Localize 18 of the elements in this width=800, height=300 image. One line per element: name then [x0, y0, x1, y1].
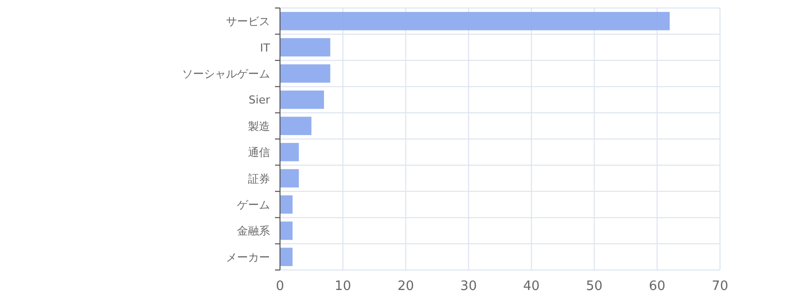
y-tick-label: 製造: [248, 120, 270, 133]
x-tick-label: 70: [712, 279, 728, 294]
x-tick-label: 10: [334, 279, 352, 294]
y-tick-label: メーカー: [226, 250, 270, 264]
y-tick-label: ゲーム: [237, 198, 270, 212]
y-tick-label: サービス: [226, 15, 270, 28]
x-tick-label: 60: [648, 279, 666, 294]
x-tick-label: 40: [523, 279, 540, 294]
y-tick-label: Sier: [248, 94, 270, 107]
x-tick-label: 50: [586, 279, 603, 294]
y-tick-label: 証券: [248, 172, 270, 186]
y-tick-label: IT: [260, 41, 270, 54]
y-tick-label: 金融系: [237, 224, 270, 238]
x-tick-label: 30: [460, 279, 477, 294]
y-tick-label: 通信: [248, 146, 270, 160]
x-tick-label: 20: [397, 279, 414, 294]
x-tick-label: 0: [276, 279, 284, 294]
y-tick-label: ソーシャルゲーム: [182, 68, 270, 80]
